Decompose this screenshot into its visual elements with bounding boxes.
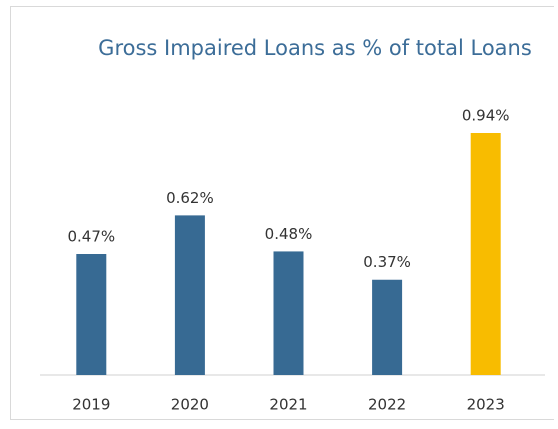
value-label: 0.37% [363, 253, 411, 271]
value-label: 0.94% [462, 107, 510, 125]
x-tick-label: 2019 [72, 396, 110, 414]
bar [372, 279, 403, 375]
x-tick-label: 2022 [368, 396, 406, 414]
chart-frame [10, 6, 554, 420]
value-label: 0.47% [67, 228, 115, 246]
bar [273, 251, 304, 375]
x-tick-label: 2020 [171, 396, 209, 414]
bar [76, 254, 107, 375]
value-label: 0.62% [166, 189, 214, 207]
bar [470, 133, 501, 375]
bar [174, 215, 205, 375]
x-tick-label: 2023 [467, 396, 505, 414]
value-label: 0.48% [265, 225, 313, 243]
chart-title: Gross Impaired Loans as % of total Loans [98, 36, 532, 60]
x-tick-label: 2021 [269, 396, 307, 414]
